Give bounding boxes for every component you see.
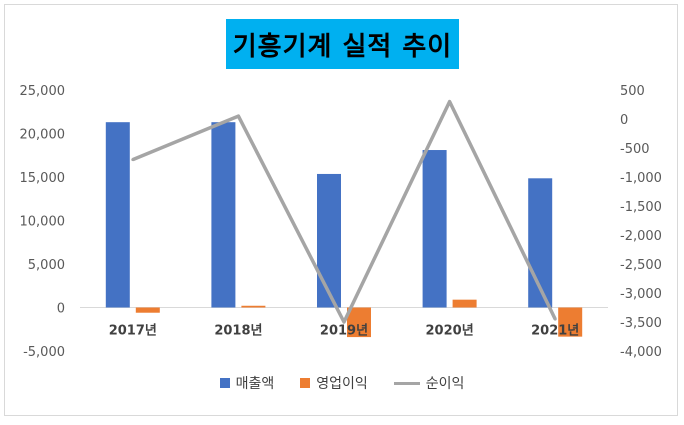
right-axis-tick-label: -2,000 [620,229,662,244]
line-net-income [132,99,557,324]
line-layer [131,99,557,324]
legend-item-net-income[interactable]: 순이익 [393,373,465,393]
bar-operating-profit [452,299,477,308]
bar-operating-profit [135,307,160,313]
bars-layer [105,122,583,338]
right-axis-tick-label: -3,500 [620,316,662,331]
category-label: 2017년 [109,324,157,339]
bar-operating-profit [347,307,371,338]
legend-label-revenue: 매출액 [235,376,275,392]
legend-swatch-operating-profit [300,378,311,388]
legend-item-operating-profit[interactable]: 영업이익 [300,373,368,393]
left-axis-tick-label: 20,000 [20,128,66,143]
legend-item-revenue[interactable]: 매출액 [219,373,275,393]
legend: 매출액 영업이익 순이익 [0,373,684,393]
chart-title-box: 기흥기계 실적 추이 [226,19,459,69]
left-axis-tick-label: 5,000 [28,258,65,273]
legend-swatch-revenue [219,378,230,388]
legend-swatch-net-income [393,381,420,385]
right-axis-tick-label: -3,000 [620,287,662,302]
right-axis-tick-label: -2,500 [620,258,662,273]
left-axis-tick-label: -5,000 [23,345,65,360]
chart-title: 기흥기계 실적 추이 [232,31,453,62]
right-axis-tick-label: -1,000 [620,171,662,186]
bar-revenue [105,122,130,308]
left-axis-tick-label: 25,000 [20,84,66,99]
right-axis-tick-label: -1,500 [620,200,662,215]
point-net-income [236,114,240,118]
category-label: 2019년 [320,324,368,339]
right-axis: -4,000 -3,500 -3,000 -2,500 -2,000 -1,500 -1,0… [620,84,662,360]
bar-operating-profit [558,307,583,337]
left-axis: -5,000 0 5,000 10,000 15,000 20,000 25,000 [20,84,66,360]
category-label: 2018년 [214,324,262,339]
point-net-income [448,100,452,104]
legend-label-operating-profit: 영업이익 [316,376,368,392]
right-axis-tick-label: 500 [620,84,645,99]
category-label: 2021년 [531,324,579,339]
left-axis-tick-label: 10,000 [20,215,66,230]
right-axis-tick-label: 0 [620,113,628,128]
left-axis-tick-label: 0 [57,302,65,317]
point-net-income [553,317,557,321]
category-labels: 2017년 2018년 2019년 2020년 2021년 [109,324,580,339]
legend-label-net-income: 순이익 [425,376,465,392]
left-axis-tick-label: 15,000 [20,171,66,186]
bar-revenue [211,122,236,308]
right-axis-tick-label: -4,000 [620,345,662,360]
right-axis-tick-label: -500 [620,142,650,157]
bar-revenue [422,150,447,308]
point-net-income [342,320,346,324]
category-label: 2020년 [426,324,474,339]
bar-operating-profit [241,305,266,308]
bar-revenue [317,173,341,308]
point-net-income [131,158,135,162]
